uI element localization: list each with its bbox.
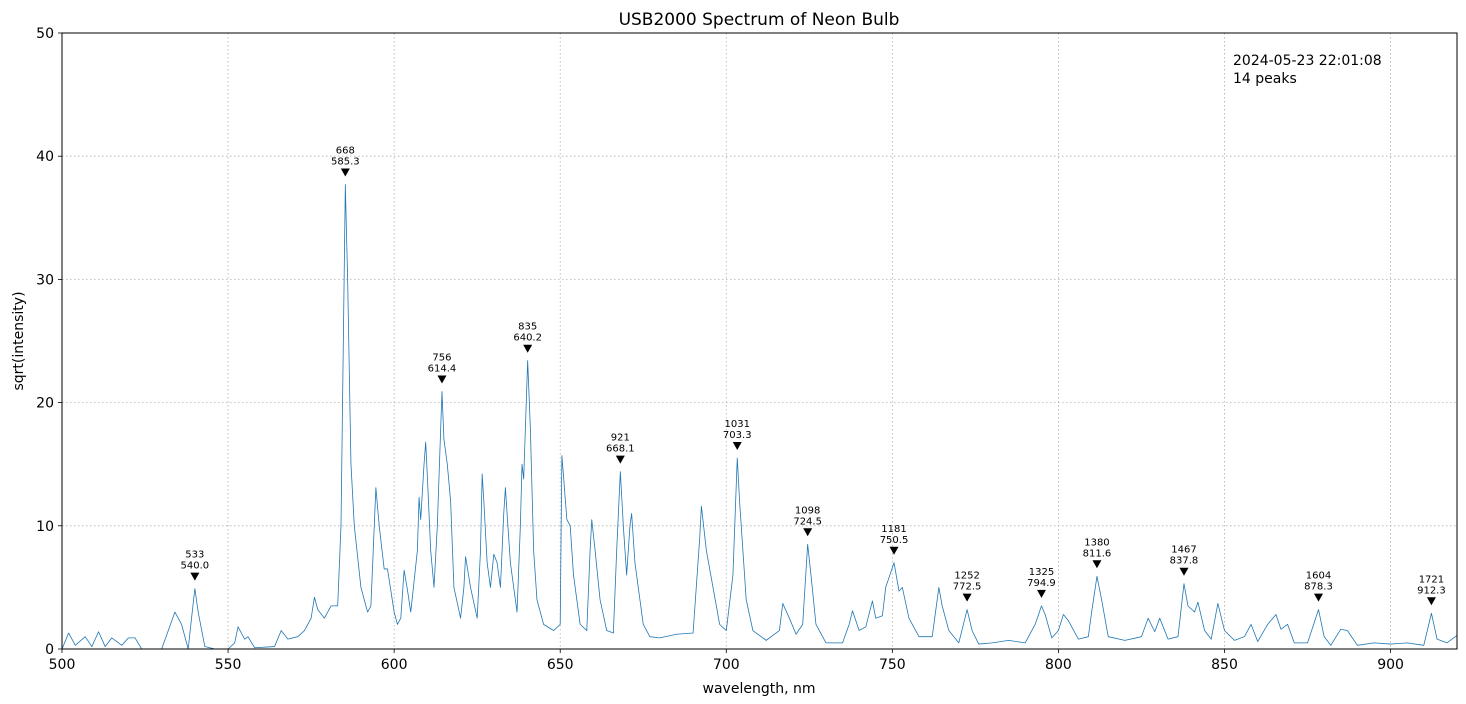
peak-wavelength: 772.5 xyxy=(953,582,982,593)
peak-marker xyxy=(523,344,533,353)
peak-marker xyxy=(1036,589,1046,598)
peak-marker xyxy=(1313,593,1323,602)
peak-index: 1181 xyxy=(881,524,906,535)
peak-wavelength: 724.5 xyxy=(793,516,822,527)
peak-wavelength: 614.4 xyxy=(428,364,457,375)
y-tick-label: 40 xyxy=(36,149,54,165)
peak-wavelength: 837.8 xyxy=(1170,556,1199,567)
peak-wavelength: 794.9 xyxy=(1027,578,1056,589)
peak-marker xyxy=(615,455,625,464)
peak-index: 1467 xyxy=(1171,545,1196,556)
x-tick-label: 900 xyxy=(1377,657,1404,673)
annotation: 14 peaks xyxy=(1233,71,1297,87)
peak-marker xyxy=(1092,560,1102,569)
peak-marker xyxy=(1426,597,1436,606)
x-tick-label: 850 xyxy=(1211,657,1238,673)
peak-marker xyxy=(889,546,899,555)
peak-index: 1252 xyxy=(954,571,979,582)
y-tick-label: 50 xyxy=(36,26,54,42)
peak-index: 1031 xyxy=(725,419,750,430)
peak-index: 835 xyxy=(518,322,537,333)
x-tick-label: 700 xyxy=(713,657,740,673)
peak-index: 1325 xyxy=(1029,567,1054,578)
peak-wavelength: 811.6 xyxy=(1083,548,1112,559)
peak-wavelength: 912.3 xyxy=(1417,585,1446,596)
peak-wavelength: 585.3 xyxy=(331,157,360,168)
x-tick-label: 650 xyxy=(547,657,574,673)
y-axis-label: sqrt(intensity) xyxy=(11,291,27,390)
spectrum-line xyxy=(61,184,1458,650)
peak-index: 1098 xyxy=(795,505,820,516)
peak-index: 1604 xyxy=(1306,571,1331,582)
y-tick-label: 0 xyxy=(45,642,54,658)
peak-wavelength: 878.3 xyxy=(1304,582,1333,593)
plot-frame xyxy=(61,32,1458,650)
x-tick-label: 600 xyxy=(381,657,408,673)
x-tick-label: 550 xyxy=(215,657,242,673)
peak-index: 533 xyxy=(185,550,204,561)
peak-marker xyxy=(962,593,972,602)
peak-marker xyxy=(1179,567,1189,576)
peak-marker xyxy=(190,572,200,581)
x-tick-label: 750 xyxy=(879,657,906,673)
peak-marker xyxy=(732,442,742,451)
annotation: 2024-05-23 22:01:08 xyxy=(1233,53,1382,69)
peak-index: 921 xyxy=(611,433,630,444)
peak-marker xyxy=(803,528,813,537)
y-tick-label: 30 xyxy=(36,272,54,288)
peak-wavelength: 750.5 xyxy=(880,535,909,546)
peak-index: 1380 xyxy=(1084,537,1109,548)
y-tick-label: 20 xyxy=(36,396,54,412)
peak-index: 668 xyxy=(336,146,355,157)
peak-wavelength: 540.0 xyxy=(181,561,210,572)
peak-wavelength: 703.3 xyxy=(723,430,752,441)
peak-wavelength: 668.1 xyxy=(606,444,635,455)
peak-wavelength: 640.2 xyxy=(513,333,542,344)
peak-marker xyxy=(340,168,350,177)
peak-index: 756 xyxy=(432,353,451,364)
peak-marker xyxy=(437,375,447,384)
peak-index: 1721 xyxy=(1419,574,1444,585)
x-tick-label: 800 xyxy=(1045,657,1072,673)
x-tick-label: 500 xyxy=(49,657,76,673)
y-tick-label: 10 xyxy=(36,519,54,535)
x-axis-label: wavelength, nm xyxy=(703,681,816,697)
chart-title: USB2000 Spectrum of Neon Bulb xyxy=(619,10,900,30)
